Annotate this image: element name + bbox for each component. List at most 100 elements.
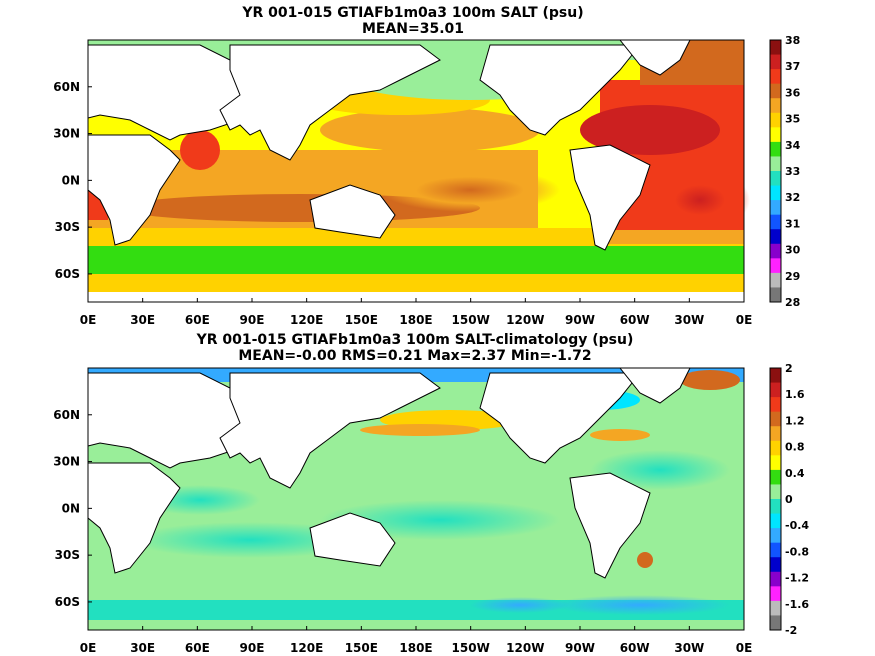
colorbar-swatch [770, 528, 781, 544]
colorbar-frame [769, 367, 782, 631]
panel2-title: YR 001-015 GTIAFb1m0a3 100m SALT-climato… [196, 332, 634, 348]
colorbar-label: -0.4 [785, 519, 809, 532]
x-tick-label: 90E [240, 313, 265, 327]
colorbar-label: 37 [785, 60, 800, 73]
colorbar-swatch [770, 397, 781, 413]
colorbar-swatch [770, 54, 781, 70]
colorbar-swatch [770, 185, 781, 201]
x-tick-label: 90W [565, 641, 595, 655]
y-tick-label: 0N [62, 173, 80, 187]
colorbar-label: 0.4 [785, 467, 805, 480]
x-tick-label: 30E [130, 641, 155, 655]
x-tick-label: 120E [290, 313, 323, 327]
x-tick-label: 180E [399, 313, 432, 327]
colorbar-swatch [770, 557, 781, 573]
colorbar-swatch [770, 98, 781, 114]
panel2-subtitle: MEAN=-0.00 RMS=0.21 Max=2.37 Min=-1.72 [238, 348, 591, 364]
colorbar-swatch [770, 40, 781, 56]
x-tick-label: 0E [736, 313, 753, 327]
colorbar-label: 38 [785, 34, 800, 47]
colorbar-swatch [770, 382, 781, 398]
x-tick-label: 150W [452, 641, 490, 655]
x-tick-label: 180E [399, 641, 432, 655]
y-tick-label: 30N [53, 127, 80, 141]
panel1-title: YR 001-015 GTIAFb1m0a3 100m SALT (psu) [241, 5, 583, 21]
x-tick-label: 60W [620, 641, 650, 655]
colorbar-swatch [770, 513, 781, 529]
x-tick-label: 150E [345, 641, 378, 655]
colorbar-label: 30 [785, 244, 801, 257]
colorbar-swatch [770, 127, 781, 143]
y-tick-label: 60S [55, 595, 80, 609]
x-tick-label: 30E [130, 313, 155, 327]
colorbar-label: 0 [785, 493, 793, 506]
colorbar-swatch [770, 69, 781, 85]
colorbar-swatch [770, 171, 781, 187]
colorbar-swatch [770, 615, 781, 631]
colorbar-swatch [770, 542, 781, 558]
colorbar-label: 2 [785, 362, 793, 375]
colorbar-swatch [770, 214, 781, 230]
colorbar-swatch [770, 243, 781, 259]
panel2-y-ticks: 60N 30N 0N 30S 60S [53, 408, 92, 609]
x-tick-label: 0E [736, 641, 753, 655]
colorbar-label: 1.6 [785, 388, 805, 401]
panel1-subtitle: MEAN=35.01 [362, 21, 464, 37]
colorbar-swatch [770, 469, 781, 485]
colorbar-label: 36 [785, 86, 801, 99]
colorbar-label: 31 [785, 217, 800, 230]
colorbar-label: 29 [785, 270, 800, 283]
panel1-y-ticks: 60N 30N 0N 30S 60S [53, 80, 92, 281]
colorbar-label: 1.2 [785, 414, 805, 427]
colorbar-swatch [770, 112, 781, 128]
y-tick-label: 60S [55, 267, 80, 281]
colorbar-label: -2 [785, 624, 797, 637]
colorbar-swatch [770, 83, 781, 99]
colorbar-label: 0.8 [785, 441, 805, 454]
x-tick-label: 90W [565, 313, 595, 327]
y-tick-label: 30S [55, 548, 80, 562]
colorbar-label: -1.2 [785, 572, 809, 585]
colorbar-swatch [770, 229, 781, 245]
x-tick-label: 150W [452, 313, 490, 327]
colorbar-swatch [770, 571, 781, 587]
x-tick-label: 30W [674, 641, 704, 655]
panel1-x-ticks: 0E 30E 60E 90E 120E 150E 180E 150W 120W 90W 60W 30W… [80, 298, 753, 327]
colorbar-swatch [770, 411, 781, 427]
x-tick-label: 120E [290, 641, 323, 655]
colorbar-swatch [770, 368, 781, 384]
panel2-colorbar: 2 1.6 1.2 0.8 0.4 0 -0.4 -0.8 -1.2 -1.6 -2 [769, 362, 809, 637]
y-tick-label: 60N [53, 80, 80, 94]
x-tick-label: 0E [80, 641, 97, 655]
colorbar-label: 34 [785, 139, 801, 152]
y-tick-label: 30S [55, 220, 80, 234]
colorbar-swatch [770, 287, 781, 303]
x-tick-label: 90E [240, 641, 265, 655]
y-tick-label: 30N [53, 455, 80, 469]
colorbar-swatch [770, 484, 781, 500]
x-tick-label: 120W [506, 641, 544, 655]
panel1-colorbar: 38 37 36 35 34 33 32 31 30 29 28 [769, 34, 801, 309]
colorbar-swatch [770, 258, 781, 274]
x-tick-label: 60E [185, 641, 210, 655]
colorbar-swatch [770, 455, 781, 471]
colorbar-label: 28 [785, 296, 800, 309]
colorbar-swatch [770, 200, 781, 216]
x-tick-label: 30W [674, 313, 704, 327]
colorbar-swatch [770, 499, 781, 515]
colorbar-swatch [770, 440, 781, 456]
panel2-x-ticks: 0E 30E 60E 90E 120E 150E 180E 150W 120W 90W 60W 30W… [80, 626, 753, 655]
x-tick-label: 0E [80, 313, 97, 327]
colorbar-swatch [770, 426, 781, 442]
y-tick-label: 0N [62, 501, 80, 515]
colorbar-label: -0.8 [785, 545, 809, 558]
colorbar-swatch [770, 272, 781, 288]
x-tick-label: 60W [620, 313, 650, 327]
panel2-map [87, 367, 744, 630]
colorbar-label: -1.6 [785, 598, 809, 611]
colorbar-swatch [770, 141, 781, 157]
x-tick-label: 150E [345, 313, 378, 327]
x-tick-label: 60E [185, 313, 210, 327]
colorbar-label: 33 [785, 165, 800, 178]
